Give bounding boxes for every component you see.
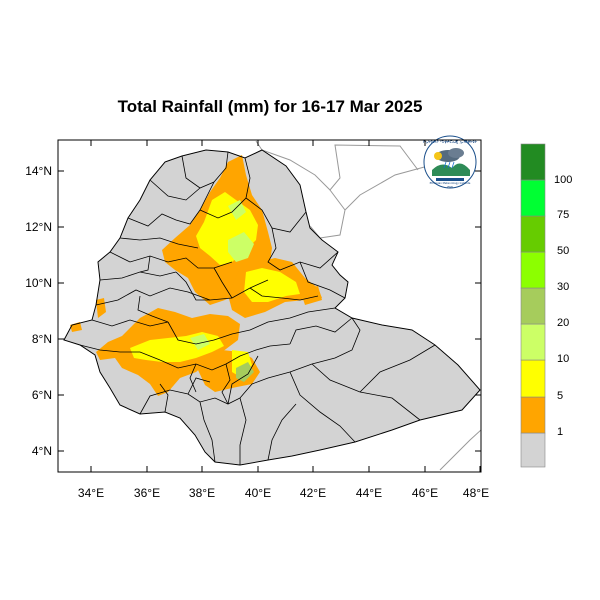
emi-logo: የኢትዮጵያ ሚቲዎሮሎጂ ኢንስቲትዩት Ethiopian Meteorol… [423,135,478,189]
ethiopia-outline [63,149,481,466]
colorbar-labels: 1 5 10 20 30 50 75 100 [554,174,572,438]
colorbar-swatches [520,143,546,468]
colorbar-swatch [520,396,546,434]
colorbar-label: 100 [554,174,572,186]
x-tick-label: 38°E [189,486,215,500]
region-boundaries [79,151,436,465]
colorbar-swatch [520,143,546,181]
colorbar-swatch [520,251,546,289]
x-tick-label: 48°E [463,486,489,500]
y-tick-label: 10°N [25,276,52,290]
map-panel: የኢትዮጵያ ሚቲዎሮሎጂ ኢንስቲትዩት Ethiopian Meteorol… [25,135,489,500]
y-tick-label: 14°N [25,164,52,178]
colorbar-label: 75 [557,209,569,221]
colorbar-label: 50 [557,245,569,257]
y-tick-label: 12°N [25,220,52,234]
colorbar-label: 30 [557,281,569,293]
y-tick-label: 6°N [32,388,52,402]
x-tick-labels: 34°E 36°E 38°E 40°E 42°E 44°E 46°E 48°E [78,486,489,500]
logo-bottom-text: Ethiopian Meteorology Institute [430,181,471,185]
x-tick-label: 42°E [300,486,326,500]
y-tick-label: 8°N [32,332,52,346]
x-tick-label: 36°E [134,486,160,500]
logo-abbr: EMI [447,185,452,189]
y-axis [58,170,481,452]
rainfall-20-30mm [236,362,254,382]
colorbar-swatch [520,359,546,398]
colorbar-swatch [520,287,546,325]
rainfall-10-20mm [190,200,254,350]
colorbar-swatch [520,179,546,217]
map-title: Total Rainfall (mm) for 16-17 Mar 2025 [118,97,423,116]
x-tick-label: 40°E [245,486,271,500]
x-tick-label: 46°E [412,486,438,500]
colorbar-label: 20 [557,317,569,329]
colorbar-label: 1 [557,426,563,438]
colorbar-label: 10 [557,353,569,365]
y-tick-label: 4°N [32,444,52,458]
colorbar-swatch [520,432,546,468]
colorbar-swatch [520,215,546,253]
x-tick-label: 34°E [78,486,104,500]
colorbar-swatch [520,323,546,361]
logo-top-text: የኢትዮጵያ ሚቲዎሮሎጂ ኢንስቲትዩት [423,139,478,144]
colorbar-label: 5 [557,390,563,402]
y-tick-labels: 14°N 12°N 10°N 8°N 6°N 4°N [25,164,52,458]
x-axis [90,140,481,472]
colorbar-legend: 1 5 10 20 30 50 75 100 [520,143,572,468]
map-frame [57,139,482,473]
x-tick-label: 44°E [356,486,382,500]
